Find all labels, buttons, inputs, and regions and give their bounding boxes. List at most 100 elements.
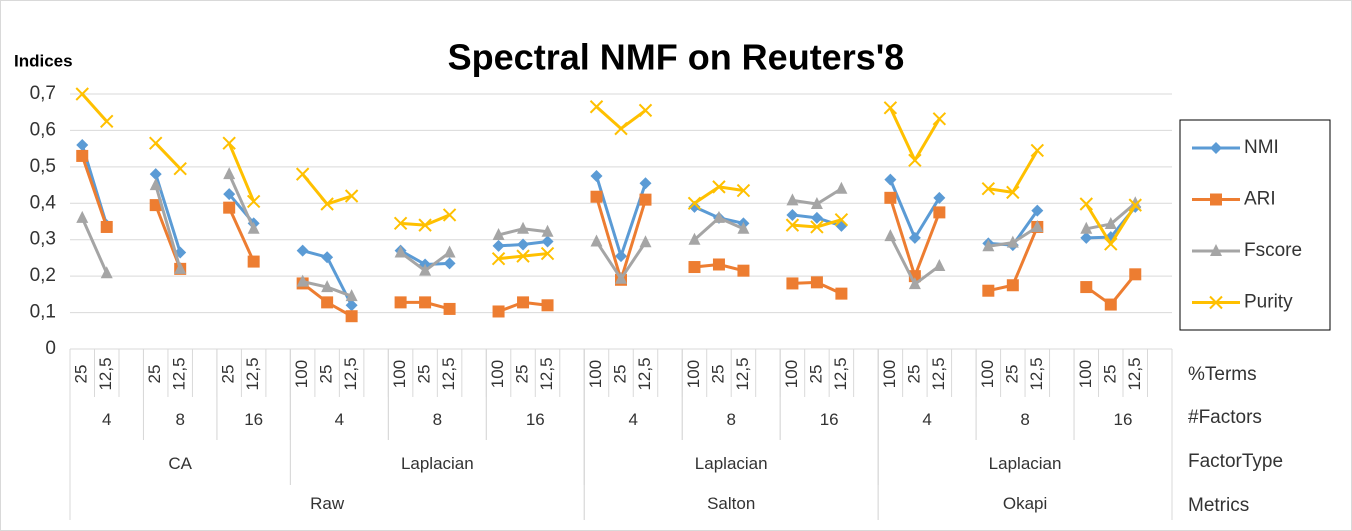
x-tick-label: 25: [1002, 365, 1021, 384]
x-tick-label: 25: [610, 365, 629, 384]
marker: [492, 239, 505, 252]
y-axis-label: Indices: [14, 51, 73, 70]
marker: [590, 234, 603, 247]
marker: [1006, 185, 1020, 200]
marker: [321, 251, 334, 264]
marker: [344, 189, 359, 203]
marker: [834, 212, 849, 227]
marker: [1210, 142, 1222, 154]
x-tick-label: 100: [292, 360, 311, 388]
marker: [933, 191, 946, 204]
marker: [295, 167, 310, 181]
marker: [223, 167, 236, 180]
x-tick-label: 25: [415, 365, 434, 384]
marker: [174, 261, 187, 274]
x-tick-label: 100: [782, 360, 801, 388]
factor-label: 4: [335, 410, 344, 429]
legend-label: Purity: [1244, 292, 1293, 313]
marker: [1080, 231, 1093, 244]
level-name: %Terms: [1188, 364, 1257, 385]
marker: [1128, 198, 1142, 212]
marker: [786, 193, 799, 206]
factor-label: 4: [629, 410, 638, 429]
marker: [1104, 298, 1117, 311]
factor-type-label: Laplacian: [695, 454, 768, 473]
x-tick-label: 100: [1076, 360, 1095, 388]
marker: [737, 221, 750, 234]
marker: [419, 263, 432, 276]
x-tick-label: 25: [72, 365, 91, 384]
factor-type-label: CA: [168, 454, 192, 473]
marker: [75, 87, 89, 101]
marker: [688, 261, 701, 274]
marker: [1129, 268, 1142, 281]
marker: [712, 180, 726, 194]
x-tick-label: 12,5: [243, 357, 262, 390]
marker: [100, 220, 113, 233]
factor-label: 16: [244, 410, 263, 429]
marker: [173, 161, 187, 176]
x-tick-label: 12,5: [537, 357, 556, 390]
marker: [883, 101, 898, 115]
x-tick-label: 25: [317, 365, 336, 384]
x-tick-label: 12,5: [1027, 357, 1046, 390]
marker: [908, 231, 921, 244]
metric-label: Okapi: [1003, 494, 1047, 513]
marker: [615, 250, 627, 263]
x-tick-label: 25: [806, 365, 825, 384]
marker: [1210, 244, 1222, 256]
marker: [687, 196, 702, 210]
marker: [320, 197, 334, 211]
y-tick-label: 0,6: [30, 119, 56, 140]
x-tick-label: 100: [684, 360, 703, 388]
marker: [76, 139, 89, 151]
marker: [1210, 193, 1222, 206]
marker: [443, 302, 456, 315]
marker: [810, 276, 823, 289]
y-tick-label: 0,4: [30, 192, 57, 213]
marker: [443, 245, 456, 258]
marker: [223, 201, 236, 214]
x-tick-label: 100: [586, 360, 605, 388]
marker: [615, 271, 627, 284]
marker: [1079, 197, 1093, 211]
marker: [810, 220, 824, 234]
marker: [149, 136, 163, 150]
x-tick-label: 12,5: [635, 357, 654, 390]
y-tick-label: 0,5: [30, 156, 56, 177]
marker: [76, 210, 89, 223]
marker: [884, 191, 897, 204]
marker: [394, 296, 407, 309]
factor-label: 16: [1114, 410, 1133, 429]
legend-label: Fscore: [1244, 240, 1302, 261]
marker: [982, 239, 995, 252]
marker: [908, 277, 921, 290]
marker: [174, 246, 187, 259]
x-tick-label: 25: [513, 365, 532, 384]
chart-title: Spectral NMF on Reuters'8: [448, 37, 905, 78]
factor-label: 16: [526, 410, 545, 429]
marker: [1104, 237, 1118, 251]
marker: [712, 258, 725, 271]
y-tick-label: 0: [45, 338, 56, 359]
x-tick-label: 12,5: [733, 357, 752, 390]
marker: [394, 245, 407, 258]
marker: [517, 238, 530, 251]
marker: [321, 296, 334, 309]
marker: [443, 257, 456, 270]
marker: [1209, 295, 1223, 310]
marker: [517, 221, 530, 234]
marker: [590, 190, 603, 203]
marker: [345, 299, 358, 312]
x-tick-label: 25: [708, 365, 727, 384]
x-tick-label: 12,5: [1125, 357, 1144, 390]
marker: [1129, 196, 1142, 209]
x-tick-label: 100: [880, 360, 899, 388]
factor-type-label: Laplacian: [989, 454, 1062, 473]
marker: [541, 235, 554, 248]
marker: [442, 208, 457, 222]
marker: [785, 218, 800, 232]
marker: [688, 200, 701, 213]
marker: [932, 112, 947, 126]
marker: [345, 310, 358, 323]
